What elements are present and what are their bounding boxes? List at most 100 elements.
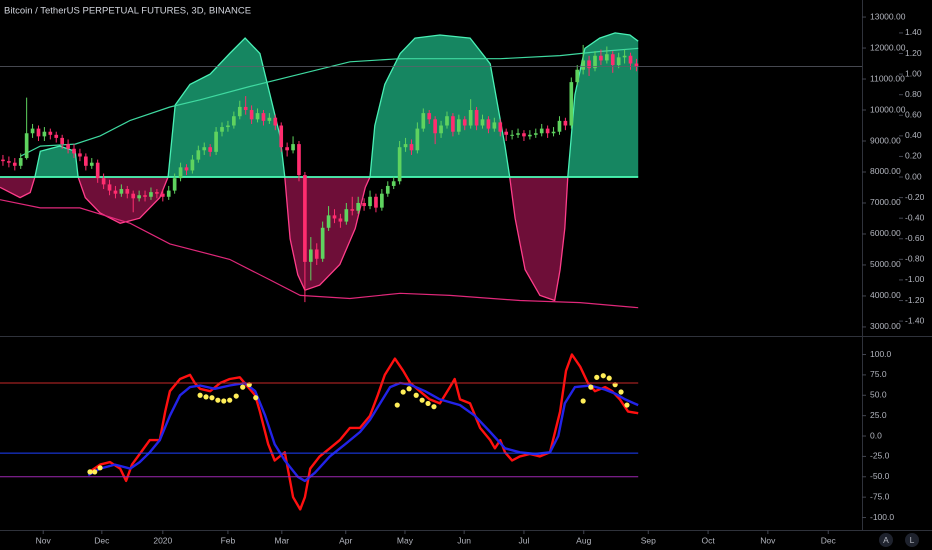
candle-body: [208, 147, 213, 152]
candle-body: [374, 196, 378, 208]
plot-layer: 13000.00 12000.00 11000.00 10000.00 9000.00 8…: [0, 11, 925, 545]
candle-body: [308, 249, 313, 262]
candle-body: [303, 175, 307, 262]
y2-tick-label: 1.20: [905, 48, 922, 58]
candle-body: [255, 113, 260, 120]
candle-body: [78, 153, 82, 157]
candle-body: [451, 116, 455, 132]
chart-title: Bitcoin / TetherUS PERPETUAL FUTURES, 3D…: [4, 6, 251, 17]
candle-body: [551, 131, 556, 134]
candle-body: [160, 193, 165, 197]
y-tick-label: 100.0: [870, 349, 892, 359]
button[interactable]: [879, 533, 893, 547]
candle-body: [557, 120, 562, 132]
area-edge: [0, 177, 569, 302]
y2-tick-label: 0.20: [905, 151, 922, 161]
candle-body: [409, 144, 414, 151]
candle-body: [30, 128, 35, 134]
dot: [594, 374, 600, 380]
candle-body: [143, 195, 147, 197]
candle-body: [439, 125, 443, 134]
candle-body: [89, 162, 94, 166]
candle-body: [18, 158, 23, 166]
dot: [588, 384, 594, 390]
candle-body: [569, 82, 574, 126]
dot: [203, 394, 209, 400]
candle-body: [332, 215, 337, 219]
y-tick-label: 13000.00: [870, 11, 906, 21]
x-tick-label: 2020: [153, 535, 172, 545]
candle-body: [184, 167, 189, 171]
candle-body: [445, 116, 449, 126]
candle-body: [232, 116, 236, 126]
candle-body: [338, 218, 343, 222]
candle-body: [415, 128, 420, 151]
y-tick-label: 7000.00: [870, 197, 901, 207]
y2-tick-label: 1.40: [905, 27, 922, 37]
y2-tick-label: 0.80: [905, 89, 922, 99]
candle-body: [172, 178, 177, 191]
candle-body: [492, 122, 497, 129]
candle-body: [380, 193, 384, 208]
candle-body: [261, 113, 266, 121]
candle-body: [545, 128, 550, 134]
dot: [431, 404, 437, 410]
y-tick-label: 9000.00: [870, 135, 901, 145]
candle-body: [54, 134, 59, 138]
candle-body: [131, 193, 136, 199]
candle-body: [72, 148, 76, 154]
x-tick-label: Nov: [36, 535, 52, 545]
y2-tick-label: 0.00: [905, 171, 922, 181]
y2-tick-label: -0.60: [905, 233, 925, 243]
dot: [97, 465, 103, 471]
y-tick-label: 8000.00: [870, 166, 901, 176]
candle-body: [563, 120, 568, 126]
candle-body: [291, 144, 295, 151]
candle-body: [220, 127, 224, 132]
candle-body: [48, 131, 53, 135]
candle-body: [362, 202, 366, 207]
y-tick-label: 25.0: [870, 410, 887, 420]
line: [0, 199, 639, 309]
candle-body: [24, 133, 29, 159]
candle-body: [427, 113, 432, 120]
candle-body: [320, 227, 325, 259]
candle-body: [237, 106, 242, 117]
candle-body: [113, 190, 118, 194]
x-tick-label: Aug: [576, 535, 591, 545]
dot: [253, 395, 259, 401]
candle-body: [516, 133, 520, 135]
candle-body: [368, 196, 372, 207]
button-label[interactable]: A: [883, 535, 889, 545]
dot: [394, 402, 400, 408]
candle-body: [456, 119, 461, 132]
candle-body: [510, 134, 514, 136]
candle-body: [474, 110, 479, 126]
button-label[interactable]: L: [910, 535, 915, 545]
candle-body: [314, 249, 319, 259]
dot: [221, 398, 227, 404]
candle-body: [575, 69, 580, 83]
candle-body: [522, 133, 526, 137]
x-tick-label: Feb: [221, 535, 236, 545]
candle-body: [391, 181, 396, 186]
dot: [87, 469, 93, 475]
candle-body: [581, 60, 585, 70]
y-tick-label: -75.0: [870, 491, 890, 501]
candle-body: [249, 110, 254, 120]
x-tick-label: Oct: [701, 535, 715, 545]
dot: [400, 389, 406, 395]
area-negative: [0, 177, 639, 301]
candle-body: [385, 185, 390, 194]
candle-body: [107, 184, 112, 191]
candle-body: [196, 150, 201, 160]
button[interactable]: [905, 533, 919, 547]
candle-body: [243, 106, 248, 111]
candle-body: [539, 128, 544, 134]
dot: [92, 469, 98, 475]
candle-body: [326, 215, 331, 228]
y-tick-label: 10000.00: [870, 104, 906, 114]
dot: [606, 375, 612, 381]
line: [19, 47, 639, 157]
